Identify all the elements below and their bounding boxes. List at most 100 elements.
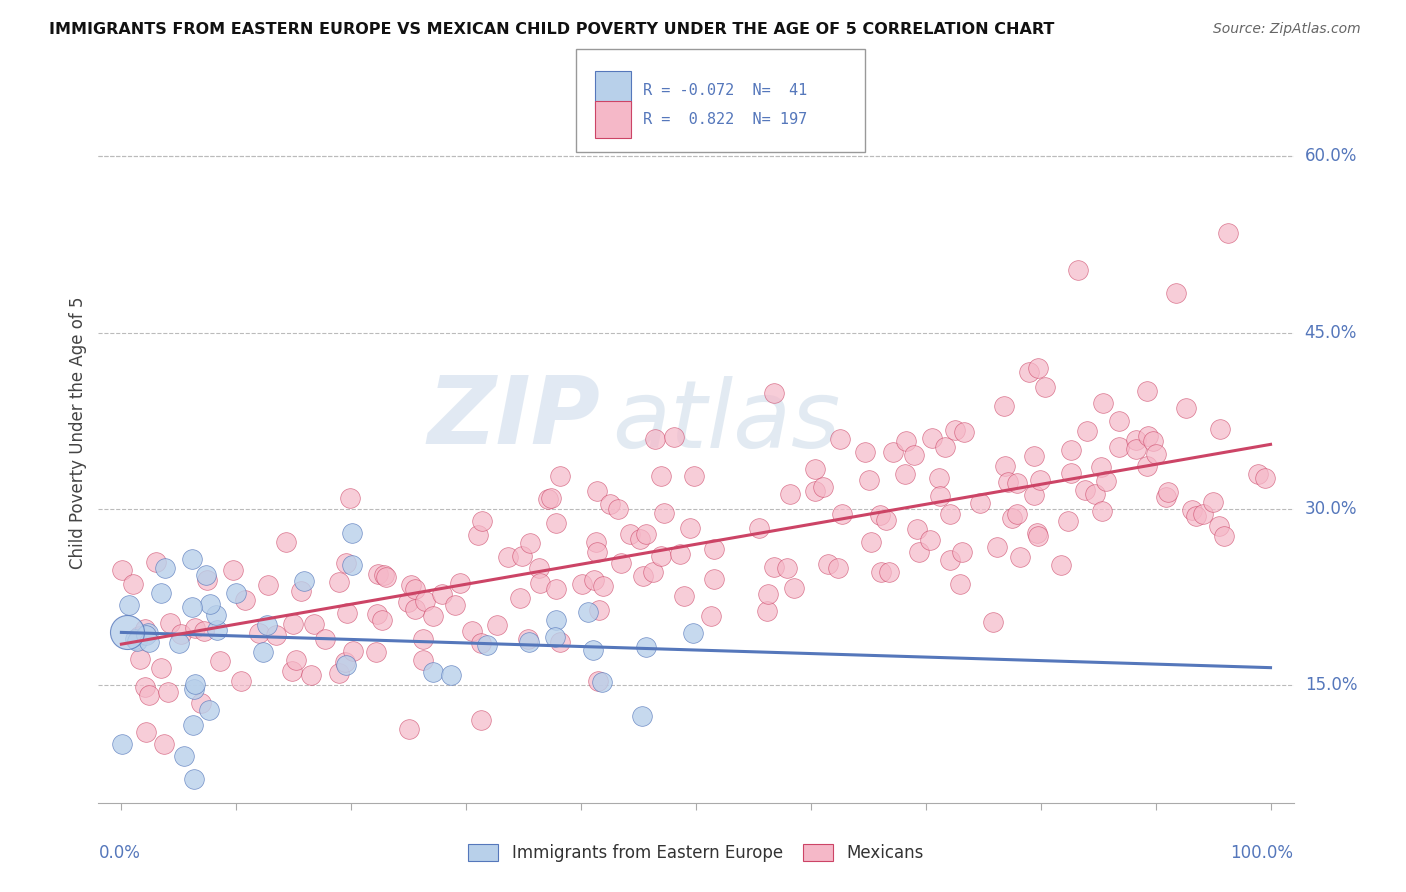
Point bbox=[882, 444, 904, 458]
Point bbox=[509, 591, 531, 605]
Point bbox=[630, 709, 652, 723]
Point bbox=[404, 582, 426, 596]
Point bbox=[209, 654, 232, 668]
Point bbox=[804, 484, 827, 499]
Point bbox=[755, 604, 778, 618]
Point bbox=[1056, 514, 1078, 528]
Point bbox=[153, 561, 176, 575]
Point bbox=[1091, 503, 1114, 517]
Text: R =  0.822  N= 197: R = 0.822 N= 197 bbox=[643, 112, 807, 127]
Point bbox=[934, 440, 956, 454]
Point bbox=[375, 570, 398, 584]
Point bbox=[1254, 470, 1277, 484]
Point bbox=[831, 507, 853, 521]
Point bbox=[412, 632, 434, 646]
Point bbox=[486, 617, 509, 632]
Point bbox=[467, 528, 489, 542]
Point bbox=[111, 737, 134, 751]
Point bbox=[1094, 474, 1116, 488]
Text: 30.0%: 30.0% bbox=[1305, 500, 1357, 518]
Point bbox=[266, 628, 288, 642]
Point bbox=[183, 681, 205, 696]
Point bbox=[401, 578, 423, 592]
Point bbox=[373, 567, 395, 582]
Point bbox=[650, 549, 672, 563]
Point bbox=[413, 594, 436, 608]
Point bbox=[328, 665, 350, 680]
Point bbox=[159, 616, 181, 631]
Point bbox=[644, 432, 666, 446]
Point bbox=[928, 471, 950, 485]
Point bbox=[335, 655, 357, 669]
Point bbox=[173, 748, 195, 763]
Point bbox=[440, 668, 463, 682]
Point bbox=[918, 533, 941, 548]
Text: 15.0%: 15.0% bbox=[1305, 676, 1357, 694]
Point bbox=[783, 582, 806, 596]
Point bbox=[138, 688, 160, 702]
Point bbox=[1247, 467, 1270, 481]
Point bbox=[470, 635, 492, 649]
Point bbox=[969, 496, 991, 510]
Point bbox=[150, 585, 173, 599]
Point bbox=[908, 545, 931, 559]
Point bbox=[1175, 401, 1198, 416]
Point bbox=[619, 527, 641, 541]
Point bbox=[981, 615, 1004, 629]
Point bbox=[1022, 449, 1045, 463]
Point bbox=[1049, 558, 1071, 572]
Point bbox=[129, 652, 152, 666]
Y-axis label: Child Poverty Under the Age of 5: Child Poverty Under the Age of 5 bbox=[69, 296, 87, 569]
Point bbox=[198, 597, 221, 611]
Point bbox=[776, 561, 799, 575]
Point bbox=[136, 626, 159, 640]
Point bbox=[1157, 485, 1180, 500]
Point bbox=[544, 630, 567, 644]
Point bbox=[233, 593, 256, 607]
Point bbox=[519, 536, 541, 550]
Point bbox=[195, 573, 218, 587]
Point bbox=[827, 560, 849, 574]
Point bbox=[396, 595, 419, 609]
Text: 45.0%: 45.0% bbox=[1305, 324, 1357, 342]
Point bbox=[588, 602, 610, 616]
Point bbox=[636, 640, 658, 654]
Point bbox=[292, 574, 315, 589]
Point bbox=[398, 723, 420, 737]
Point bbox=[1024, 488, 1046, 502]
Point bbox=[340, 558, 363, 572]
Point bbox=[1125, 433, 1147, 447]
Point bbox=[804, 462, 827, 476]
Point bbox=[668, 547, 690, 561]
Point bbox=[921, 431, 943, 445]
Point bbox=[1202, 495, 1225, 509]
Point bbox=[748, 521, 770, 535]
Point bbox=[1125, 442, 1147, 456]
Point bbox=[205, 607, 228, 622]
Point bbox=[449, 576, 471, 591]
Point bbox=[1181, 502, 1204, 516]
Point bbox=[756, 587, 779, 601]
Point bbox=[939, 507, 962, 521]
Point bbox=[853, 445, 876, 459]
Point bbox=[225, 586, 247, 600]
Point bbox=[247, 625, 270, 640]
Text: 100.0%: 100.0% bbox=[1230, 844, 1294, 862]
Point bbox=[422, 609, 444, 624]
Point bbox=[828, 433, 851, 447]
Point bbox=[1026, 360, 1049, 375]
Point bbox=[222, 563, 245, 577]
Point bbox=[1136, 384, 1159, 398]
Point bbox=[302, 617, 325, 632]
Point bbox=[256, 618, 278, 632]
Point bbox=[546, 516, 568, 530]
Point bbox=[328, 574, 350, 589]
Point bbox=[283, 617, 305, 632]
Text: atlas: atlas bbox=[613, 376, 841, 467]
Point bbox=[422, 665, 444, 679]
Point bbox=[110, 563, 132, 577]
Point bbox=[1144, 447, 1167, 461]
Point bbox=[134, 622, 156, 636]
Point bbox=[1018, 365, 1040, 379]
Point bbox=[183, 772, 205, 787]
